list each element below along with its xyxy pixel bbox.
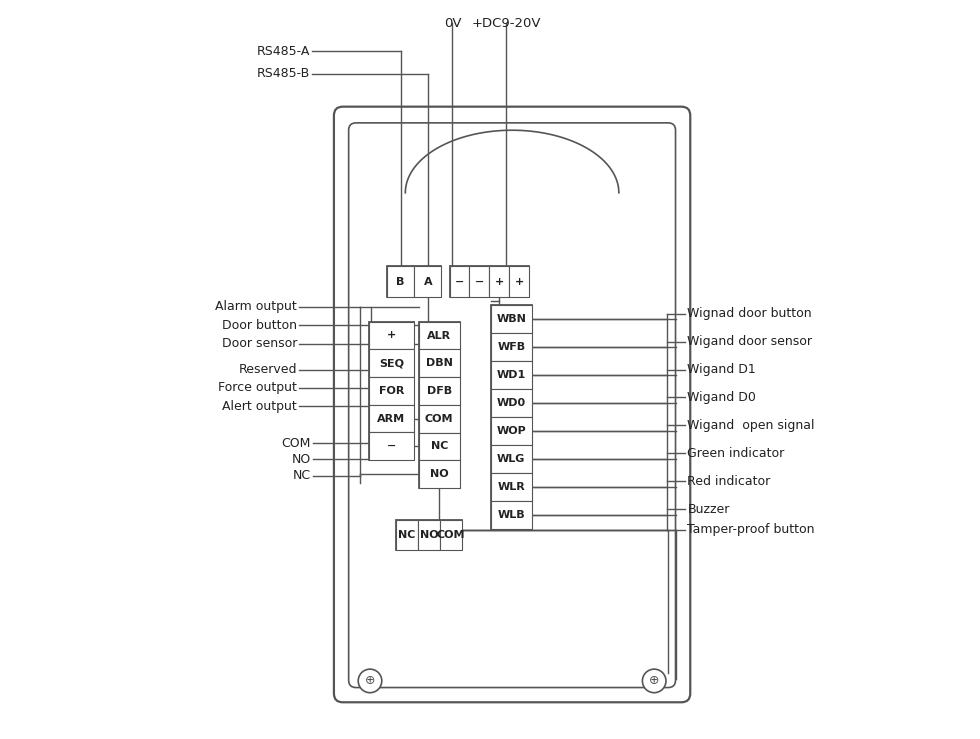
Bar [368, 432, 415, 460]
Bar [491, 500, 532, 528]
Bar [368, 405, 415, 432]
Bar [491, 304, 532, 528]
Text: NO: NO [430, 469, 449, 479]
Bar [491, 472, 532, 500]
Text: +: + [387, 330, 396, 341]
Text: 0V: 0V [444, 17, 462, 30]
Text: NC: NC [430, 441, 448, 452]
Bar [418, 377, 460, 405]
Circle shape [359, 669, 382, 692]
Text: Red indicator: Red indicator [687, 475, 770, 488]
Text: Alert output: Alert output [222, 400, 297, 413]
Text: Reserved: Reserved [238, 363, 297, 376]
Text: +: + [514, 277, 523, 287]
Bar [387, 267, 415, 297]
Bar [418, 321, 460, 350]
Text: A: A [423, 277, 432, 287]
Text: WLB: WLB [498, 509, 525, 520]
Text: Alarm output: Alarm output [216, 301, 297, 313]
Bar [415, 267, 441, 297]
Circle shape [643, 669, 666, 692]
Text: +DC9-20V: +DC9-20V [471, 17, 541, 30]
Bar [396, 520, 462, 550]
Text: WLR: WLR [498, 482, 525, 491]
Text: NC: NC [293, 469, 311, 482]
Bar [491, 445, 532, 472]
Bar [440, 520, 462, 550]
Text: +: + [495, 277, 504, 287]
Text: SEQ: SEQ [379, 358, 404, 368]
Bar [368, 321, 415, 350]
Bar [417, 520, 440, 550]
Text: Wignad door button: Wignad door button [687, 307, 812, 320]
Text: WD0: WD0 [497, 398, 526, 408]
Bar [418, 460, 460, 488]
Text: −: − [455, 277, 465, 287]
Text: Door sensor: Door sensor [221, 337, 297, 350]
Text: NO: NO [292, 453, 311, 466]
Text: WOP: WOP [497, 426, 526, 435]
Text: Wigand D1: Wigand D1 [687, 363, 756, 376]
Text: COM: COM [437, 530, 465, 540]
Text: Wigand door sensor: Wigand door sensor [687, 335, 812, 348]
Bar [491, 417, 532, 445]
Text: ⊕: ⊕ [649, 675, 660, 687]
Bar [491, 361, 532, 389]
Text: Wigand D0: Wigand D0 [687, 391, 757, 404]
Bar [491, 333, 532, 361]
Bar [418, 350, 460, 377]
Text: ⊕: ⊕ [365, 675, 375, 687]
Text: B: B [396, 277, 405, 287]
Bar [418, 405, 460, 432]
Text: WFB: WFB [497, 341, 525, 352]
Bar [368, 350, 415, 377]
Text: COM: COM [425, 414, 454, 423]
Text: RS485-A: RS485-A [256, 45, 310, 58]
Text: NC: NC [398, 530, 416, 540]
Text: DBN: DBN [425, 358, 453, 368]
Text: Force output: Force output [219, 381, 297, 395]
Bar [396, 520, 417, 550]
Text: −: − [474, 277, 484, 287]
Bar [418, 321, 460, 488]
Bar [450, 267, 469, 297]
Bar [489, 267, 510, 297]
Text: WD1: WD1 [497, 370, 526, 380]
Text: DFB: DFB [426, 386, 452, 396]
Bar [491, 304, 532, 333]
Bar [387, 267, 441, 297]
Text: NO: NO [419, 530, 438, 540]
Bar [368, 377, 415, 405]
Bar [450, 267, 529, 297]
Text: RS485-B: RS485-B [257, 67, 310, 80]
Text: −: − [387, 441, 396, 452]
Text: Buzzer: Buzzer [687, 503, 730, 516]
Bar [491, 389, 532, 417]
Bar [510, 267, 529, 297]
Text: Green indicator: Green indicator [687, 447, 785, 460]
FancyBboxPatch shape [334, 106, 690, 702]
Text: WLG: WLG [497, 454, 525, 463]
Text: ARM: ARM [377, 414, 406, 423]
Text: FOR: FOR [378, 386, 404, 396]
Bar [368, 321, 415, 460]
Bar [418, 432, 460, 460]
FancyBboxPatch shape [349, 123, 675, 687]
Text: Tamper-proof button: Tamper-proof button [687, 523, 814, 537]
Text: COM: COM [281, 437, 311, 449]
Text: WBN: WBN [497, 313, 526, 324]
Text: ALR: ALR [427, 330, 451, 341]
Bar [469, 267, 489, 297]
Text: Door button: Door button [222, 319, 297, 332]
Text: Wigand  open signal: Wigand open signal [687, 419, 814, 432]
